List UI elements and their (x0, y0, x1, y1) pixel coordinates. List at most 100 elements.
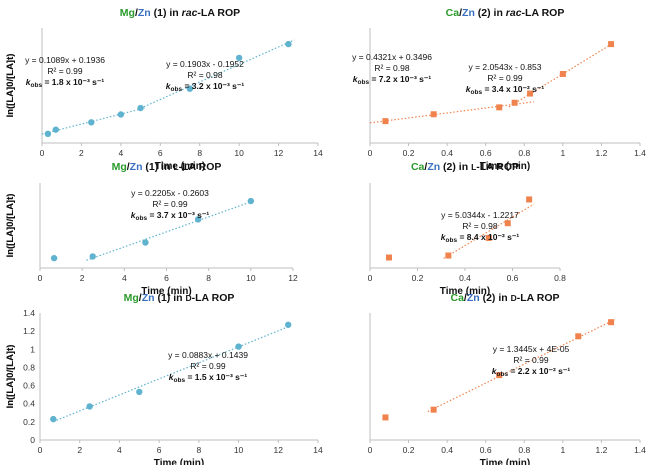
x-tick-label: 8 (197, 148, 202, 158)
x-tick-label: 0.4 (441, 445, 453, 455)
title-metal: Mg (112, 161, 127, 173)
x-tick-label: 14 (313, 148, 323, 158)
title-monomer: D (511, 293, 517, 303)
x-tick-label: 12 (288, 273, 298, 283)
data-point (194, 216, 202, 223)
y-tick-label: 1 (30, 344, 35, 354)
rate-constant: kobs = 3.2 x 10⁻³ s⁻¹ (166, 81, 245, 93)
k-subscript: obs (471, 89, 483, 96)
data-point (186, 85, 194, 92)
rate-constant: kobs = 1.8 x 10⁻³ s⁻¹ (26, 77, 105, 89)
data-point (608, 319, 615, 326)
title-slash: / (127, 161, 130, 173)
k-value: = 3.7 x 10⁻³ s⁻¹ (147, 210, 209, 220)
x-tick-label: 0.6 (480, 148, 492, 158)
k-symbol: k (26, 77, 32, 87)
data-point (235, 54, 243, 62)
chart-panel-3: 0 2 4 6 8 10 12 Time (min) ln([LA]0/[LA]t) Mg/Zn … (5, 161, 298, 297)
k-subscript: obs (136, 215, 148, 222)
data-point (136, 388, 143, 396)
data-point (526, 196, 533, 203)
fit-r-squared: R² = 0.98 (462, 221, 497, 231)
x-tick-label: 0.2 (403, 148, 415, 158)
title-metal: Ca (446, 7, 460, 19)
fit-equation: y = 1.3445x + 4E-05 (493, 344, 570, 354)
trend-line (140, 39, 295, 109)
y-tick-label: 0.4 (23, 399, 35, 409)
rate-constant: kobs = 3.4 x 10⁻² s⁻¹ (466, 84, 545, 96)
k-symbol: k (131, 210, 137, 220)
k-subscript: obs (174, 377, 186, 384)
data-point (504, 220, 511, 227)
k-value: = 3.4 x 10⁻² s⁻¹ (482, 84, 544, 94)
data-point (485, 234, 492, 241)
x-tick-label: 6 (158, 148, 163, 158)
title-zn: Zn (467, 292, 480, 304)
title-tail: -LA ROP (197, 7, 240, 19)
title-metal: Ca (450, 292, 464, 304)
x-tick-label: 12 (274, 148, 284, 158)
fit-r-squared: R² = 0.99 (152, 199, 187, 209)
data-point (511, 99, 518, 106)
k-subscript: obs (31, 82, 43, 89)
k-value: = 2.2 x 10⁻² s⁻¹ (508, 366, 570, 376)
title-metal: Mg (120, 7, 135, 19)
k-subscript: obs (497, 371, 509, 378)
x-tick-label: 6 (164, 273, 169, 283)
title-zn: Zn (462, 7, 475, 19)
chart-panel-4: 0 0.2 0.4 0.6 0.8 Time (min) ln([LA]0/[LA]t) Ca… (5, 161, 566, 297)
title-slash: / (135, 7, 138, 19)
k-value: = 8.4 x 10⁻² s⁻¹ (457, 232, 519, 242)
x-axis-label: Time (min) (440, 286, 490, 297)
data-point (285, 40, 292, 48)
data-point (575, 333, 582, 340)
k-value: = 3.2 x 10⁻³ s⁻¹ (182, 81, 244, 91)
x-tick-label: 1.4 (634, 445, 646, 455)
x-tick-label: 2 (77, 445, 82, 455)
y-tick-label: 0.2 (23, 417, 35, 427)
k-symbol: k (166, 81, 172, 91)
title-rest: (2) in (480, 292, 511, 304)
x-tick-label: 8 (206, 273, 211, 283)
title-zn: Zn (130, 161, 143, 173)
title-tail: -LA ROP (476, 161, 519, 173)
data-point (608, 41, 615, 48)
title-slash: / (139, 292, 142, 304)
x-tick-label: 0.8 (518, 445, 530, 455)
x-tick-label: 1.2 (596, 445, 608, 455)
data-point (137, 104, 144, 112)
title-monomer: L (471, 162, 476, 172)
title-tail: -LA ROP (179, 161, 222, 173)
fit-equation: y = 0.1089x + 0.1936 (25, 55, 105, 65)
title-slash: / (424, 161, 427, 173)
x-tick-label: 2 (79, 148, 84, 158)
x-tick-label: 10 (246, 273, 256, 283)
y-axis-label: ln([LA]0/[LA]t) (5, 194, 16, 258)
title-metal: Ca (411, 161, 425, 173)
data-point (445, 252, 452, 259)
k-symbol: k (169, 372, 175, 382)
x-axis-label: Time (min) (155, 161, 205, 172)
title-tail: -LA ROP (192, 292, 235, 304)
rate-constant: kobs = 1.5 x 10⁻³ s⁻¹ (169, 372, 248, 384)
k-value: = 1.5 x 10⁻³ s⁻¹ (185, 372, 247, 382)
title-rest: (1) in (143, 161, 174, 173)
title-rest: (2) in (440, 161, 471, 173)
fit-r-squared: R² = 0.99 (47, 66, 82, 76)
x-tick-label: 1.4 (634, 148, 646, 158)
title-monomer: rac (182, 7, 198, 19)
data-point (50, 254, 58, 262)
y-tick-label: 0.8 (23, 362, 35, 372)
title-rest: (1) in (155, 292, 186, 304)
rate-constant: kobs = 2.2 x 10⁻² s⁻¹ (492, 366, 571, 378)
x-tick-label: 4 (118, 148, 123, 158)
fit-r-squared: R² = 0.99 (190, 361, 225, 371)
chart-panel-5: 0 2 4 6 8 10 12 14 0 0.2 0.4 0.6 0.8 1 1.2 1.4 Time (min… (5, 292, 323, 465)
data-point (430, 111, 437, 118)
x-tick-label: 0 (368, 148, 373, 158)
chart-title: Ca/Zn (2) in D-LA ROP (450, 292, 559, 304)
k-value: = 1.8 x 10⁻³ s⁻¹ (42, 77, 104, 87)
y-axis-label: ln([LA]0/[LA]t) (5, 194, 16, 258)
title-zn: Zn (142, 292, 155, 304)
